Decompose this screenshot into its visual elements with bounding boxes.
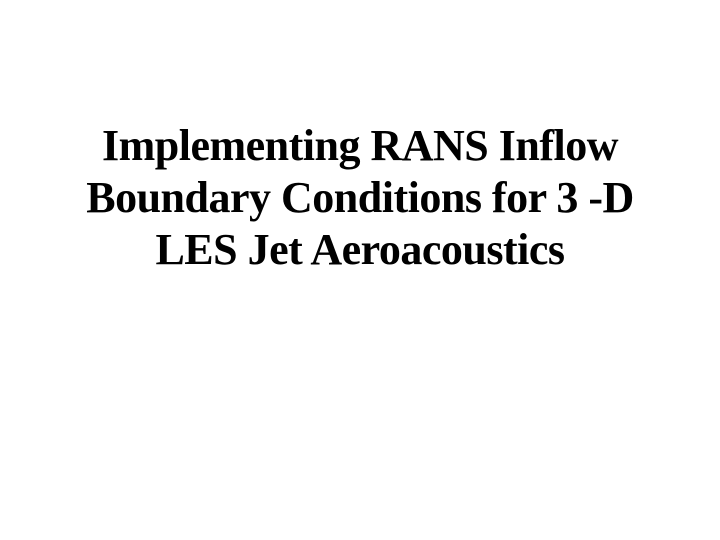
- slide-title: Implementing RANS Inflow Boundary Condit…: [50, 120, 670, 276]
- title-line-2: Boundary Conditions for 3 -D: [86, 173, 634, 222]
- title-line-3: LES Jet Aeroacoustics: [155, 225, 564, 274]
- title-line-1: Implementing RANS Inflow: [102, 121, 618, 170]
- title-container: Implementing RANS Inflow Boundary Condit…: [0, 120, 720, 276]
